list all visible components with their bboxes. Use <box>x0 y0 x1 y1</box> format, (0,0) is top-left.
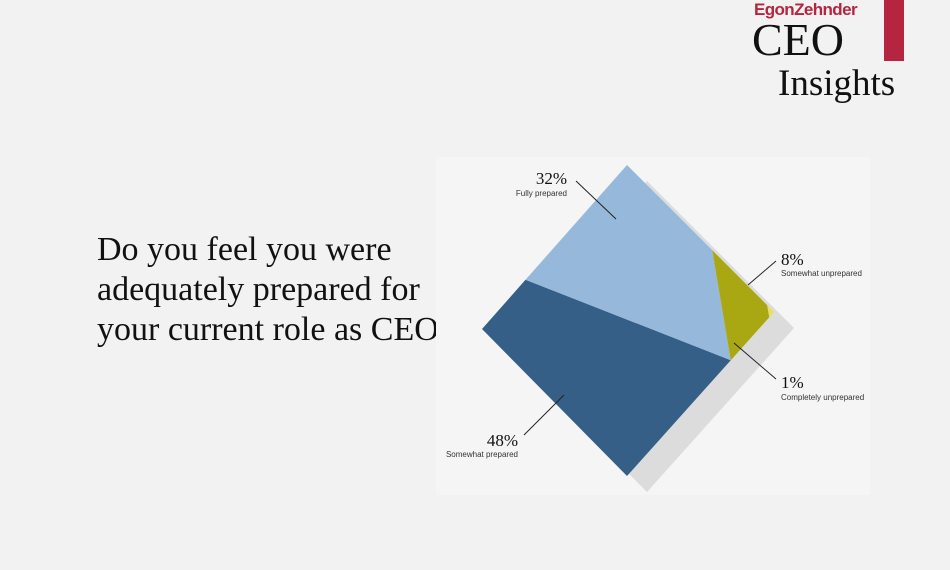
brand-logo: EgonZehnder CEO Insights <box>752 0 912 110</box>
brand-subtitle: Insights <box>778 63 896 104</box>
value-label-completely-unprepared: 1% <box>781 373 804 392</box>
segment-fully-prepared <box>525 165 731 361</box>
value-label-somewhat-unprepared: 8% <box>781 250 804 269</box>
brand-company-name: EgonZehnder <box>754 0 858 19</box>
category-label-somewhat-prepared: Somewhat prepared <box>446 450 518 459</box>
brand-title: CEO <box>752 14 844 65</box>
survey-question: Do you feel you were adequately prepared… <box>97 231 454 348</box>
chart-svg: 32% Fully prepared 8% Somewhat unprepare… <box>436 157 870 495</box>
segment-somewhat-unprepared <box>712 250 770 361</box>
chart-area: 32% Fully prepared 8% Somewhat unprepare… <box>436 157 870 495</box>
category-label-somewhat-unprepared: Somewhat unprepared <box>781 269 862 278</box>
leader-line-fully-prepared <box>575 180 617 220</box>
brand-accent-bar <box>884 0 904 61</box>
leader-line-completely-unprepared <box>733 342 777 380</box>
leader-line-somewhat-unprepared <box>747 260 777 286</box>
category-label-completely-unprepared: Completely unprepared <box>781 393 864 402</box>
value-label-fully-prepared: 32% <box>536 169 567 188</box>
segment-somewhat-prepared <box>482 279 731 476</box>
category-label-fully-prepared: Fully prepared <box>516 189 567 198</box>
value-label-somewhat-prepared: 48% <box>487 431 518 450</box>
leader-line-somewhat-prepared <box>523 394 565 436</box>
